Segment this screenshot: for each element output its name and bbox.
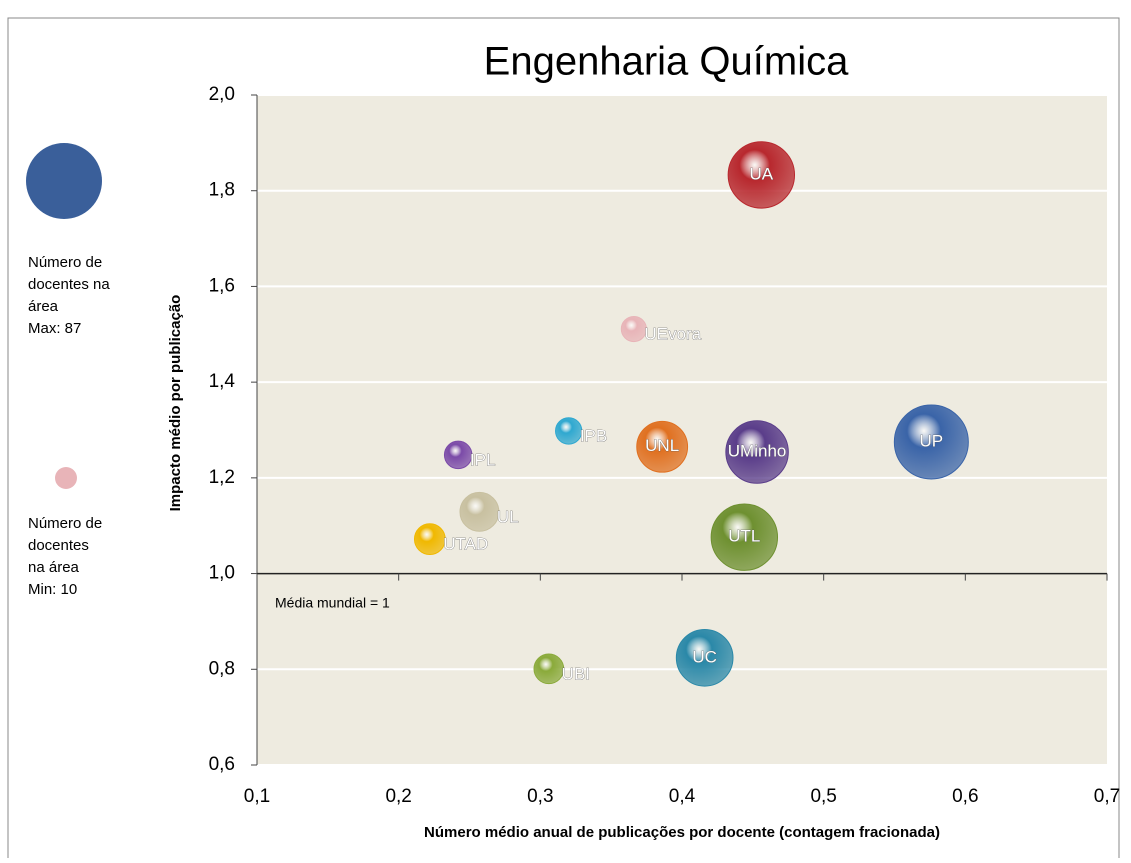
bubble [725,420,789,484]
x-axis-title: Número médio anual de publicações por do… [424,824,940,841]
bubble [533,653,565,685]
legend-text: na área [28,559,80,576]
bubble-label: UNL [645,436,679,455]
bubble [710,503,779,571]
y-tick-label: 0,8 [209,658,235,679]
x-tick-label: 0,5 [810,786,836,807]
bubble [555,417,583,445]
bubble-label: UTAD [443,535,488,554]
x-tick-label: 0,1 [244,786,270,807]
y-tick-label: 0,6 [209,754,235,775]
y-axis-title: Impacto médio por publicação [167,295,184,512]
legend-text: Max: 87 [28,320,81,337]
y-tick-label: 1,0 [209,563,235,584]
chart-title: Engenharia Química [484,40,849,84]
y-tick-label: 1,6 [209,275,235,296]
bubble-label: UA [750,164,774,183]
y-tick-label: 2,0 [209,84,235,105]
bubble [675,628,734,687]
bubble [459,491,500,532]
bubble-label: UBI [562,664,590,683]
legend-min-circle [55,467,77,489]
bubble [620,315,647,343]
bubble-label: UEvora [644,325,701,344]
bubble [413,523,446,555]
x-tick-label: 0,6 [952,786,978,807]
bubble [727,141,796,209]
bubble-label: UTL [728,527,760,546]
bubble [443,440,473,470]
legend-text: Número de [28,254,102,271]
y-tick-label: 1,4 [209,371,236,392]
legend-text: Min: 10 [28,581,77,598]
x-tick-label: 0,7 [1094,786,1120,807]
bubble-label: UC [692,647,717,666]
x-tick-label: 0,4 [669,786,696,807]
legend-text: docentes [28,537,89,554]
bubble-label: IPB [580,426,607,445]
bubble-label: IPL [470,450,496,469]
bubble [636,420,689,473]
legend-text: Número de [28,515,102,532]
bubble-label: UL [497,507,519,526]
legend-text: área [28,298,59,315]
legend-text: docentes na [28,276,110,293]
annotation: Média mundial = 1 [275,595,390,611]
legend-max-circle [26,143,102,219]
bubble [893,404,969,480]
x-tick-label: 0,3 [527,786,553,807]
bubble-label: UMinho [728,441,787,460]
y-tick-label: 1,2 [209,467,235,488]
x-tick-label: 0,2 [385,786,411,807]
bubble-label: UP [920,431,944,450]
y-tick-label: 1,8 [209,180,235,201]
